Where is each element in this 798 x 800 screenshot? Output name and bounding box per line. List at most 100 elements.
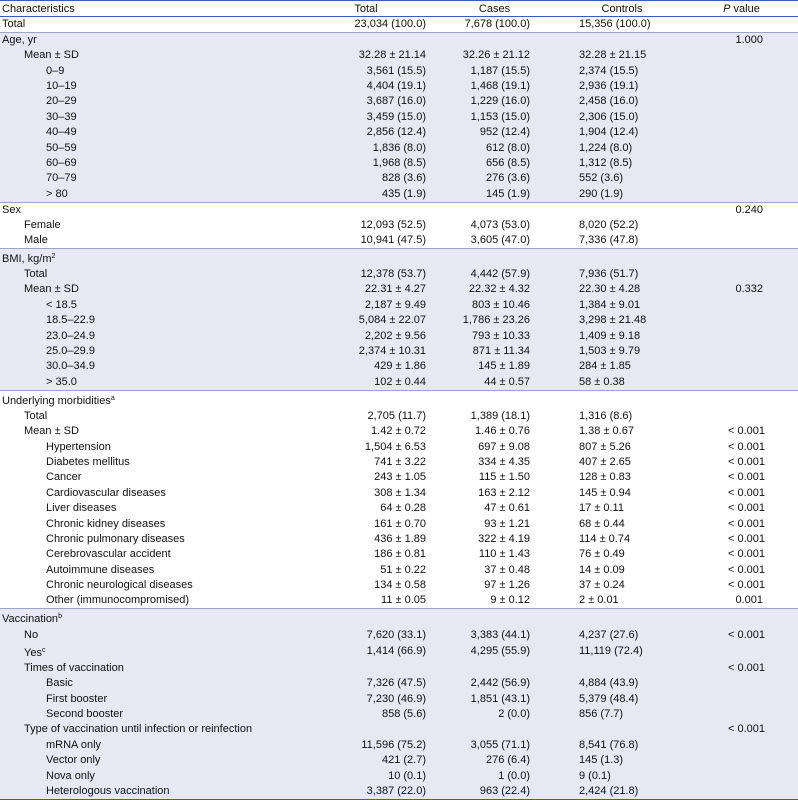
- row-label-text: 23.0–24.9: [46, 329, 95, 342]
- table-row: Diabetes mellitus 741 ± 3.22 334 ± 4.35 407…: [0, 455, 798, 470]
- cases-cell: 4,073 (53.0): [470, 218, 530, 231]
- p-value-cell: [685, 706, 798, 723]
- row-label-text: Second booster: [46, 708, 124, 721]
- row-label-text: Other (immunocompromised): [46, 594, 190, 607]
- controls-cell: 2,936 (19.1): [559, 78, 685, 95]
- table-row: Vector only 421 (2.7) 276 (6.4) 145 (1.3): [0, 753, 798, 769]
- controls-cell: 145 (1.3): [559, 753, 685, 769]
- cases-cell: 37 ± 0.48: [484, 563, 530, 576]
- cases-cell: 110 ± 1.43: [478, 548, 530, 561]
- row-label: BMI, kg/m2: [0, 247, 302, 267]
- table-row: Basic 7,326 (47.5) 2,442 (56.9) 4,884 (43.9…: [0, 676, 798, 692]
- row-label: Underlying morbiditiesa: [0, 389, 302, 409]
- controls-cell: 14 ± 0.09: [579, 563, 625, 576]
- row-label: Male: [0, 233, 302, 249]
- p-value-cell: [685, 78, 798, 95]
- controls-cell: [559, 660, 685, 677]
- row-label-text: Liver diseases: [46, 502, 117, 515]
- total-cell: 741 ± 3.22: [374, 456, 426, 468]
- row-label: Other (immunocompromised): [0, 593, 302, 609]
- row-label-text: > 35.0: [46, 375, 77, 388]
- table-row: Hypertension 1,504 ± 6.53 697 ± 9.08 807 ± …: [0, 439, 798, 454]
- row-label-text: 30.0–34.9: [46, 360, 95, 373]
- cases-cell: 163 ± 2.12: [478, 486, 530, 499]
- cases-cell: 32.26 ± 21.12: [430, 48, 559, 64]
- controls-cell: 128 ± 0.83: [579, 471, 631, 484]
- cases-cell: 47 ± 0.61: [484, 502, 530, 515]
- cases-cell: 3,383 (44.1): [430, 627, 559, 643]
- row-label: Chronic pulmonary diseases: [0, 532, 302, 547]
- total-cell: 1.42 ± 0.72: [371, 425, 426, 438]
- table-row: 25.0–29.9 2,374 ± 10.31 871 ± 11.34 1,503 ±…: [0, 343, 798, 360]
- row-label: Vaccinationb: [0, 608, 302, 628]
- row-label-text: Vector only: [46, 754, 101, 767]
- row-label-text: Chronic neurological diseases: [46, 579, 193, 592]
- cases-cell: 93 ± 1.21: [484, 517, 530, 530]
- table-row: Mean ± SD 32.28 ± 21.14 32.26 ± 21.12 32.28…: [0, 48, 798, 64]
- p-value-cell: < 0.001: [727, 517, 765, 530]
- table-body: Total 23,034 (100.0) 7,678 (100.0) 15,356 (…: [0, 17, 798, 800]
- table-row: Type of vaccination until infection or r…: [0, 722, 798, 738]
- total-cell: 435 (1.9): [302, 186, 430, 203]
- cases-cell: [430, 660, 559, 677]
- controls-cell: 37 ± 0.24: [579, 579, 625, 592]
- row-label: 60–69: [0, 155, 302, 172]
- controls-cell: 32.28 ± 21.15: [559, 48, 685, 64]
- controls-cell: [559, 608, 685, 628]
- total-cell: [302, 608, 430, 628]
- p-value-cell: [685, 676, 798, 692]
- total-cell: [302, 660, 430, 677]
- p-value-cell: < 0.001: [727, 579, 765, 592]
- row-label-text: Autoimmune diseases: [46, 563, 155, 576]
- p-value-cell: [685, 783, 798, 800]
- controls-cell: 3,298 ± 21.48: [559, 313, 685, 329]
- total-cell: 858 (5.6): [302, 706, 430, 723]
- row-label-text: Basic: [46, 677, 73, 690]
- total-cell: 7,620 (33.1): [302, 627, 430, 643]
- row-label: 20–29: [0, 94, 302, 110]
- total-cell: 1,504 ± 6.53: [364, 440, 426, 453]
- p-value-cell: [685, 109, 798, 125]
- row-label: Female: [0, 218, 302, 233]
- row-label-text: 70–79: [46, 172, 77, 185]
- p-value-cell: [685, 608, 798, 628]
- row-label-text: No: [24, 628, 39, 641]
- p-value-cell: 0.332: [685, 282, 798, 298]
- controls-cell: 1.38 ± 0.67: [579, 425, 634, 438]
- controls-cell: 2,306 (15.0): [559, 109, 685, 125]
- total-cell: 10,941 (47.5): [360, 233, 426, 246]
- row-label-text: 50–59: [46, 141, 77, 154]
- cases-cell: 276 (6.4): [430, 753, 559, 769]
- table-row: Heterologous vaccination 3,387 (22.0) 963 …: [0, 783, 798, 800]
- controls-cell: 11,119 (72.4): [559, 642, 685, 661]
- row-label-text: Nova only: [46, 769, 95, 782]
- controls-cell: 8,541 (76.8): [559, 737, 685, 754]
- controls-cell: 1,384 ± 9.01: [559, 297, 685, 314]
- row-label: 25.0–29.9: [0, 343, 302, 360]
- p-value-cell: < 0.001: [727, 563, 765, 576]
- table-row: Chronic pulmonary diseases 436 ± 1.89 322 …: [0, 532, 798, 547]
- table-row: 70–79 828 (3.6) 276 (3.6) 552 (3.6): [0, 171, 798, 187]
- total-cell: 2,202 ± 9.56: [302, 328, 430, 344]
- cases-cell: [430, 389, 559, 409]
- header-controls: Controls: [559, 0, 685, 17]
- controls-cell: 1,312 (8.5): [559, 155, 685, 172]
- total-cell: 436 ± 1.89: [374, 532, 426, 545]
- controls-cell: [559, 201, 685, 218]
- row-label: 30–39: [0, 109, 302, 125]
- table-row: 40–49 2,856 (12.4) 952 (12.4) 1,904 (12.4): [0, 124, 798, 141]
- table-row: Total 2,705 (11.7) 1,389 (18.1) 1,316 (8.6): [0, 409, 798, 424]
- total-cell: 32.28 ± 21.14: [302, 48, 430, 64]
- table-row: Cardiovascular diseases 308 ± 1.34 163 ± 2…: [0, 486, 798, 501]
- row-label-text: > 80: [46, 187, 68, 200]
- row-label-text: 40–49: [46, 126, 77, 139]
- total-cell: 102 ± 0.44: [302, 374, 430, 391]
- row-label: 50–59: [0, 140, 302, 156]
- controls-cell: 58 ± 0.38: [559, 374, 685, 391]
- row-label-text: Chronic kidney diseases: [46, 517, 166, 530]
- controls-cell: 552 (3.6): [559, 171, 685, 187]
- table-row: Chronic kidney diseases 161 ± 0.70 93 ± 1.…: [0, 516, 798, 531]
- total-cell: 7,230 (46.9): [302, 691, 430, 707]
- p-value-cell: [685, 218, 798, 233]
- table-row: Mean ± SD 1.42 ± 0.72 1.46 ± 0.76 1.38 ± 0.…: [0, 424, 798, 439]
